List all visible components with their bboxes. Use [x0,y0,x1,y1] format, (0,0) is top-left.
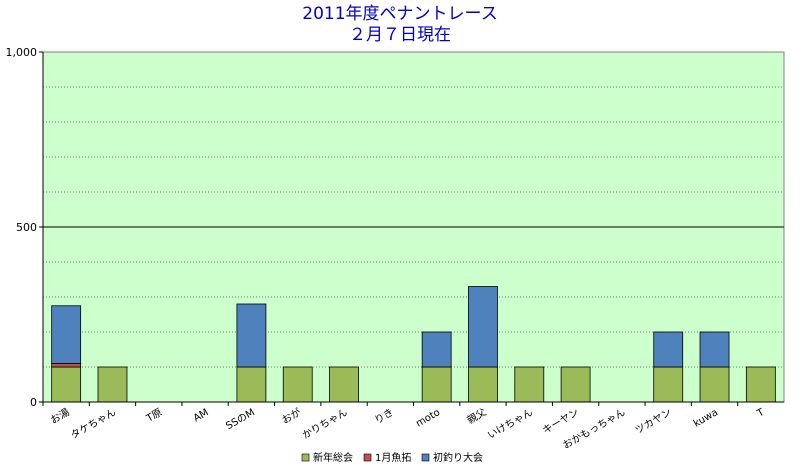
x-tick-label: T原 [143,406,164,425]
bar-segment [699,331,730,368]
legend-item: 新年総会 [301,451,353,464]
x-tick-label: T [755,407,767,421]
bar-segment [329,366,359,403]
y-tick-label: 1,000 [6,46,38,59]
bar-segment [282,366,313,403]
grid-layer [43,86,784,368]
bar-segment [468,366,498,403]
x-tick-label: りき [373,406,396,426]
bar-segment [51,305,82,364]
chart-subtitle: ２月７日現在 [349,25,451,45]
x-tick-label: 親父 [465,405,489,426]
x-tick-label: おが [279,405,303,426]
legend: 新年総会 1月魚拓 初釣り大会 [301,451,483,464]
legend-item: 1月魚拓 [363,451,411,464]
chart-title: 2011年度ペナントレース [302,4,497,24]
legend-label: 1月魚拓 [375,451,411,464]
bar-segment [421,331,452,368]
bar-segment [236,366,267,403]
legend-label: 初釣り大会 [433,451,483,464]
x-tick-label: キーヤン [541,407,581,437]
bar-segment [51,366,82,403]
bars-layer [51,286,776,403]
legend-item: 初釣り大会 [421,451,483,464]
bar-segment [236,303,267,368]
y-tick-label: 0 [30,396,37,409]
x-tick-label: SSのM [224,407,257,432]
x-tick-label: いけちゃん [485,406,534,441]
x-tick-label: moto [414,407,442,429]
bar-segment [745,366,776,403]
legend-label: 新年総会 [313,451,353,464]
bar-segment [653,366,684,403]
legend-swatch [301,453,310,462]
bar-segment [653,331,684,368]
legend-swatch [363,453,372,462]
x-tick-label: タケちゃん [69,406,118,441]
x-tick-label: かりちゃん [300,406,349,441]
bar-segment [51,363,82,368]
legend-swatch [421,453,430,462]
bar-segment [97,366,128,403]
x-tick-label: お湯 [48,405,72,426]
x-tick-label: ツカヤン [633,406,674,436]
x-tick-label: kuwa [692,407,720,430]
bar-segment [699,366,730,403]
bar-segment [421,366,452,403]
x-tick-label: AM [192,407,211,424]
bar-segment [468,286,498,368]
bar-segment [514,366,545,403]
y-tick-label: 500 [16,221,37,234]
bar-segment [560,366,591,403]
